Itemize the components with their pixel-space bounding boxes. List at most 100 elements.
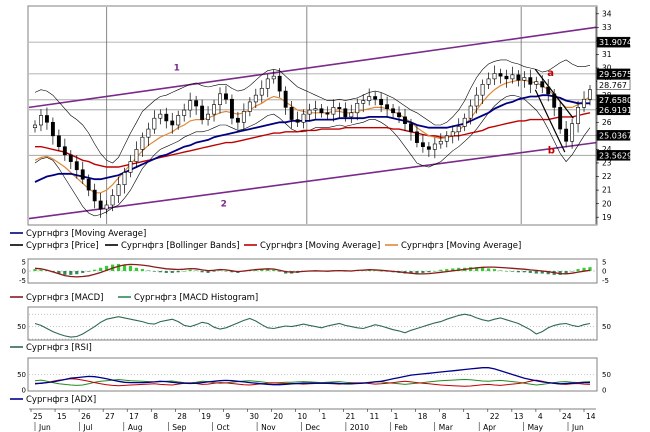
legend-ma-red-text: Сургнфгз [Moving Average] — [260, 241, 380, 251]
moving-average-red — [35, 112, 591, 168]
x-day-tick-label: 1 — [466, 412, 471, 421]
price-candle — [450, 131, 455, 137]
price-candle — [235, 117, 240, 123]
trend-label-2: 2 — [221, 199, 227, 209]
x-day-tick-label: 30 — [249, 412, 259, 421]
adx-layer — [29, 367, 596, 387]
axis-layer: 1920212223242526272829303132333431.90742… — [17, 7, 632, 432]
price-candle — [588, 89, 592, 100]
trend-line — [28, 26, 597, 109]
macd-histogram-bar — [457, 267, 461, 271]
macd-histogram-bar — [266, 269, 270, 271]
macd-histogram-bar — [182, 271, 186, 272]
price-candle — [492, 73, 497, 80]
moving-average-orange — [34, 79, 591, 194]
price-candle — [343, 108, 348, 118]
price-candle — [277, 75, 282, 92]
price-candle — [462, 117, 467, 127]
price-candle — [546, 86, 551, 95]
macd-histogram-bar — [421, 271, 425, 273]
macd-histogram-bar — [588, 267, 592, 271]
macd-histogram-bar — [128, 265, 133, 271]
adx-y-tick-right: 0 — [602, 387, 606, 395]
price-candle — [426, 146, 431, 150]
macd-histogram-bar — [212, 271, 216, 272]
price-candle — [182, 109, 187, 116]
price-candle — [397, 112, 401, 118]
price-candle — [295, 119, 300, 123]
price-candle — [62, 146, 67, 156]
price-candle — [373, 96, 378, 100]
macd-histogram-bar — [475, 267, 479, 271]
price-candle — [104, 204, 109, 210]
price-candle — [229, 98, 234, 119]
price-candle — [486, 78, 491, 85]
macd-histogram-bar — [480, 267, 485, 271]
price-label-box — [596, 68, 631, 80]
price-candle — [480, 84, 485, 96]
rsi-y-tick-left: 50 — [17, 323, 26, 331]
price-label-text: 26.9191 — [599, 106, 632, 115]
macd-histogram-bar — [93, 269, 97, 271]
price-candle — [253, 94, 258, 103]
macd-histogram-bar — [194, 270, 198, 271]
macd-y-tick-right: 0 — [602, 268, 606, 276]
price-candle — [39, 115, 43, 126]
price-candle — [218, 93, 222, 105]
price-candle — [152, 117, 157, 130]
price-candle — [540, 81, 545, 88]
price-label-text: 27.6580 — [599, 96, 632, 105]
price-candle — [80, 169, 85, 180]
price-y-tick-label: 23 — [602, 159, 612, 168]
price-candle — [74, 161, 79, 171]
price-candle — [379, 98, 384, 105]
price-candle — [474, 94, 479, 107]
macd-histogram-bar — [105, 265, 109, 271]
price-layer: 1 2 a b — [28, 7, 597, 224]
x-day-tick-label: 22 — [490, 412, 500, 421]
macd-histogram-bar — [367, 269, 371, 271]
x-month-label: 2010 — [350, 423, 369, 432]
price-candle — [140, 136, 145, 150]
price-y-tick-label: 33 — [602, 23, 612, 32]
legend-layer: Сургнфгз [Moving Average] Сургнфгз [Price… — [10, 229, 521, 405]
macd-histogram-bar — [188, 269, 192, 271]
price-candle — [337, 107, 342, 110]
x-day-tick-label: 11 — [370, 412, 380, 421]
price-candle — [319, 108, 324, 114]
price-candle — [301, 113, 306, 123]
x-day-tick-label: 14 — [586, 412, 596, 421]
adx-di-plus-line — [34, 378, 591, 386]
price-label-box — [596, 150, 631, 161]
price-candle — [409, 123, 413, 133]
x-day-tick-label: 13 — [514, 412, 524, 421]
x-day-tick-label: 8 — [442, 412, 447, 421]
rsi-y-tick-right: 50 — [602, 323, 611, 331]
price-candle — [188, 100, 193, 111]
price-y-tick-label: 30 — [602, 64, 612, 73]
macd-histogram-bar — [63, 271, 67, 275]
x-month-label: May — [528, 423, 544, 432]
price-candle — [534, 81, 539, 85]
price-candle — [194, 100, 199, 107]
macd-histogram-bar — [582, 267, 586, 271]
price-candle — [564, 128, 569, 142]
price-candle — [385, 104, 390, 110]
macd-histogram-bar — [200, 271, 204, 273]
macd-histogram-bar — [451, 268, 455, 271]
annotation-b: b — [548, 145, 555, 156]
bollinger-lower-band — [34, 94, 591, 217]
price-candle — [122, 172, 127, 185]
price-candle — [134, 149, 139, 162]
price-y-tick-label: 21 — [602, 186, 612, 195]
price-candle — [558, 107, 563, 130]
x-month-label: Jul — [82, 423, 92, 432]
price-candle — [98, 200, 103, 210]
macd-histogram-bar — [230, 271, 234, 273]
wedge-line-upper — [534, 69, 574, 119]
price-candle — [110, 195, 115, 206]
price-candle — [438, 140, 443, 145]
x-day-tick-label: 20 — [273, 412, 283, 421]
macd-histogram-bar — [445, 269, 449, 271]
macd-histogram-bar — [486, 268, 491, 271]
